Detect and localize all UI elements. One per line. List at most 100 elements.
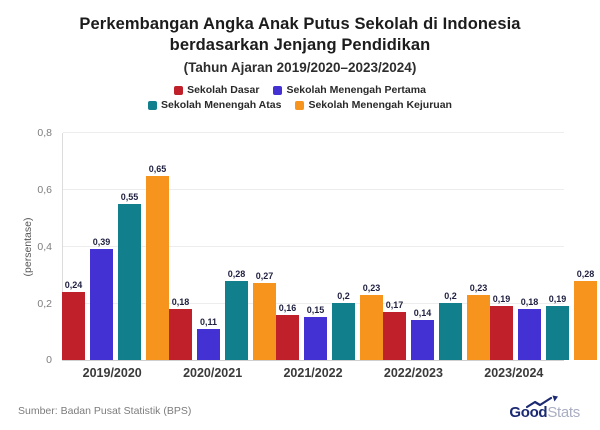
bar-cell: 0,23 [360, 283, 383, 361]
bar-cell: 0,19 [546, 294, 569, 361]
y-tick-label: 0,2 [37, 297, 52, 310]
grid-layer [62, 132, 564, 362]
legend-item-label: Sekolah Menengah Atas [161, 99, 282, 112]
bar-value-label: 0,18 [520, 297, 539, 308]
bar-group-2021/2022: 0,16 0,15 0,2 0,23 [276, 133, 383, 361]
legend-item-3: Sekolah Menengah Kejuruan [295, 99, 452, 111]
bar-cell: 0,19 [490, 294, 513, 361]
bar-value-label: 0,65 [148, 164, 167, 175]
bar-cell: 0,17 [383, 300, 406, 361]
bar [197, 329, 220, 361]
bar-value-label: 0,28 [227, 269, 246, 280]
bar-value-label: 0,19 [492, 294, 511, 305]
bar-cell: 0,11 [197, 317, 220, 361]
bar-group-2019/2020: 0,24 0,39 0,55 0,65 [62, 133, 169, 361]
x-axis-label: 2023/2024 [484, 366, 544, 381]
y-axis-ticks: 0 0,2 0,4 0,6 0,8 [22, 127, 56, 366]
chart: (persentase) 0 0,2 0,4 0,6 0,8 0,24 0,39 0,55 0… [22, 127, 597, 380]
bar-value-label: 0,18 [171, 297, 190, 308]
y-tick-label: 0,4 [37, 240, 52, 253]
bar-group-2023/2024: 0,19 0,18 0,19 0,28 [490, 133, 597, 361]
bar-value-label: 0,23 [362, 283, 381, 294]
trend-arrow-icon [526, 395, 559, 409]
bar-cell: 0,65 [146, 164, 169, 361]
bar-cell: 0,18 [518, 297, 541, 361]
bar-cell: 0,2 [332, 291, 355, 361]
x-axis-label: 2022/2023 [383, 366, 443, 381]
source-note: Sumber: Badan Pusat Statistik (BPS) [18, 405, 192, 417]
bar [253, 283, 276, 361]
bar [467, 295, 490, 361]
bar [118, 204, 141, 361]
bar [411, 320, 434, 361]
bar-cell: 0,16 [276, 303, 299, 361]
legend-swatch-icon [148, 100, 158, 110]
bar [439, 303, 462, 361]
legend-swatch-icon [273, 85, 283, 95]
bar-cell: 0,2 [439, 291, 462, 361]
bar [304, 317, 327, 361]
gridline [63, 189, 564, 190]
legend-item-label: Sekolah Menengah Pertama [286, 84, 426, 97]
gridline [63, 132, 564, 134]
bar [276, 315, 299, 361]
legend-swatch-icon [295, 100, 305, 110]
bar-value-label: 0,17 [385, 300, 404, 311]
x-axis-label: 2021/2022 [283, 366, 343, 381]
bar [225, 281, 248, 361]
bar-cell: 0,28 [225, 269, 248, 361]
bar [62, 292, 85, 361]
y-tick-label: 0 [46, 354, 52, 367]
y-tick-label: 0,6 [37, 184, 52, 196]
legend: Sekolah Dasar Sekolah Menengah Pertama Sek… [115, 84, 485, 111]
goodstats-logo: Good Stats [509, 395, 580, 421]
bar [518, 309, 541, 361]
bar-value-label: 0,24 [64, 280, 83, 291]
bar-cell: 0,14 [411, 308, 434, 361]
bar [383, 312, 406, 361]
logo-text-good: Good [509, 404, 548, 421]
page-subtitle: (Tahun Ajaran 2019/2020–2023/2024) [183, 60, 417, 76]
legend-item-0: Sekolah Dasar [174, 84, 259, 96]
bar [574, 281, 597, 361]
bar-value-label: 0,39 [92, 237, 111, 248]
bar-value-label: 0,55 [120, 192, 139, 203]
plot-area: (persentase) 0 0,2 0,4 0,6 0,8 0,24 0,39 0,55 0… [22, 127, 597, 366]
bar [90, 249, 113, 361]
bar-value-label: 0,23 [469, 283, 488, 294]
bar [169, 309, 192, 361]
bar [490, 306, 513, 361]
bar-value-label: 0,2 [337, 291, 350, 302]
bar-cell: 0,15 [304, 305, 327, 361]
page-title: Perkembangan Angka Anak Putus Sekolah di… [79, 15, 521, 54]
legend-item-2: Sekolah Menengah Atas [148, 99, 281, 111]
legend-item-1: Sekolah Menengah Pertama [273, 84, 426, 97]
bar [332, 303, 355, 361]
bar-cell: 0,39 [90, 237, 113, 361]
bar-group-2022/2023: 0,17 0,14 0,2 0,23 [383, 133, 490, 361]
x-axis-labels: 2019/2020 2020/2021 2021/2022 2022/2023 2023… [62, 366, 564, 380]
bar-cell: 0,55 [118, 192, 141, 361]
legend-item-label: Sekolah Dasar [187, 84, 260, 97]
bar [546, 306, 569, 361]
bar-value-label: 0,2 [444, 291, 457, 302]
bar-cell: 0,28 [574, 269, 597, 361]
bar-group-2020/2021: 0,18 0,11 0,28 0,27 [169, 133, 276, 361]
legend-item-label: Sekolah Menengah Kejuruan [308, 99, 452, 112]
bar-value-label: 0,16 [278, 303, 297, 314]
bar-value-label: 0,27 [255, 271, 274, 282]
bar-cell: 0,23 [467, 283, 490, 361]
bar-value-label: 0,19 [548, 294, 567, 305]
logo-text-stats: Stats [547, 404, 580, 421]
bar-value-label: 0,11 [199, 317, 218, 328]
x-axis-label: 2019/2020 [82, 366, 142, 381]
bar-cell: 0,27 [253, 271, 276, 361]
gridline [63, 302, 564, 304]
legend-swatch-icon [174, 85, 184, 95]
bar-cell: 0,18 [169, 297, 192, 361]
bar-value-label: 0,28 [576, 269, 595, 280]
x-axis-label: 2020/2021 [183, 366, 243, 381]
bar-value-label: 0,14 [413, 308, 432, 319]
y-tick-label: 0,8 [37, 127, 52, 140]
